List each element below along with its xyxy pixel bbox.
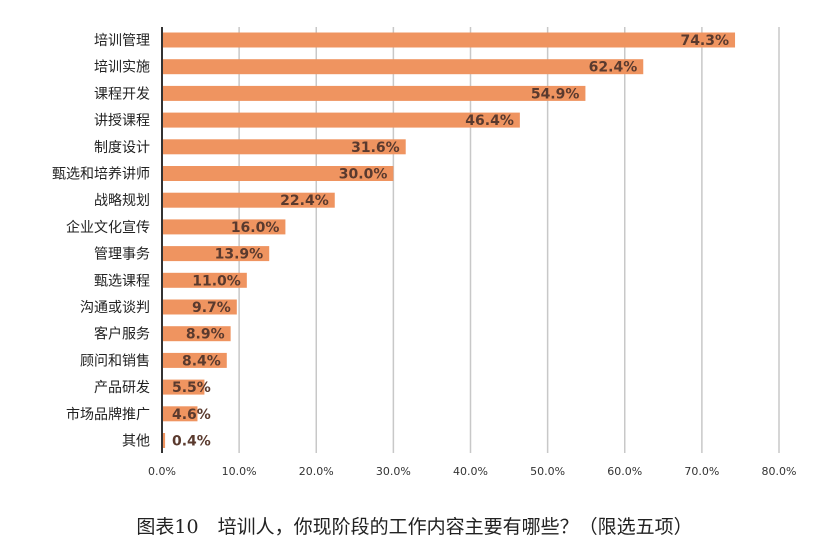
x-tick-label: 10.0%: [222, 465, 257, 478]
x-tick-label: 20.0%: [299, 465, 334, 478]
bar: [162, 219, 286, 235]
bar: [162, 406, 198, 422]
category-label: 培训实施: [94, 60, 150, 76]
category-label: 顾问和销售: [80, 353, 150, 369]
data-label: 30.0%: [339, 167, 388, 183]
bar: [162, 246, 270, 262]
data-label: 11.0%: [192, 273, 241, 289]
category-label: 甄选和培养讲师: [52, 167, 150, 183]
data-label: 13.9%: [215, 247, 264, 263]
x-tick-label: 60.0%: [607, 465, 642, 478]
bar: [162, 433, 166, 448]
data-label: 16.0%: [231, 220, 280, 236]
chart-svg: 74.3% 培训管理 62.4% 培训实施 54.9% 课程开发 46.4% 讲授课程 31.6…: [52, 27, 797, 478]
bar: [162, 192, 335, 208]
category-label: 其他: [122, 434, 150, 450]
bar: [162, 166, 394, 181]
data-label: 31.6%: [351, 140, 400, 156]
data-label: 4.6%: [172, 407, 211, 423]
category-label: 沟通或谈判: [80, 300, 150, 316]
bar: [162, 379, 205, 395]
x-tick-label: 70.0%: [684, 465, 719, 478]
bar: [162, 326, 231, 342]
category-label: 市场品牌推广: [66, 406, 150, 423]
bar: [162, 352, 227, 368]
category-label: 课程开发: [94, 86, 150, 102]
bar: [162, 272, 247, 288]
bar: [162, 85, 586, 101]
category-label: 企业文化宣传: [66, 219, 150, 236]
category-label: 培训管理: [94, 33, 150, 49]
data-label: 9.7%: [192, 300, 231, 316]
x-tick-label: 0.0%: [148, 465, 176, 478]
data-label: 74.3%: [680, 33, 729, 49]
data-label: 62.4%: [589, 60, 638, 76]
bar: [162, 112, 520, 128]
category-label: 制度设计: [94, 140, 150, 156]
x-tick-label: 40.0%: [453, 465, 488, 478]
data-label: 22.4%: [280, 193, 329, 209]
bar: [162, 299, 237, 315]
category-label: 战略规划: [94, 193, 150, 209]
category-label: 讲授课程: [94, 113, 150, 129]
data-label: 0.4%: [172, 434, 211, 450]
bar: [162, 59, 644, 75]
data-label: 5.5%: [172, 380, 211, 396]
bar: [162, 139, 406, 155]
x-tick-label: 30.0%: [376, 465, 411, 478]
data-label: 8.4%: [182, 353, 221, 369]
data-label: 8.9%: [186, 327, 225, 343]
figure-caption: 图表10 培训人，你现阶段的工作内容主要有哪些？（限选五项）: [136, 516, 693, 538]
category-label: 管理事务: [94, 247, 150, 263]
category-label: 客户服务: [94, 326, 150, 343]
bar: [162, 32, 736, 48]
data-label: 54.9%: [531, 86, 580, 102]
x-tick-label: 80.0%: [762, 465, 797, 478]
category-label: 产品研发: [94, 380, 150, 396]
category-label: 甄选课程: [94, 273, 150, 289]
x-tick-label: 50.0%: [530, 465, 565, 478]
data-label: 46.4%: [465, 113, 514, 129]
